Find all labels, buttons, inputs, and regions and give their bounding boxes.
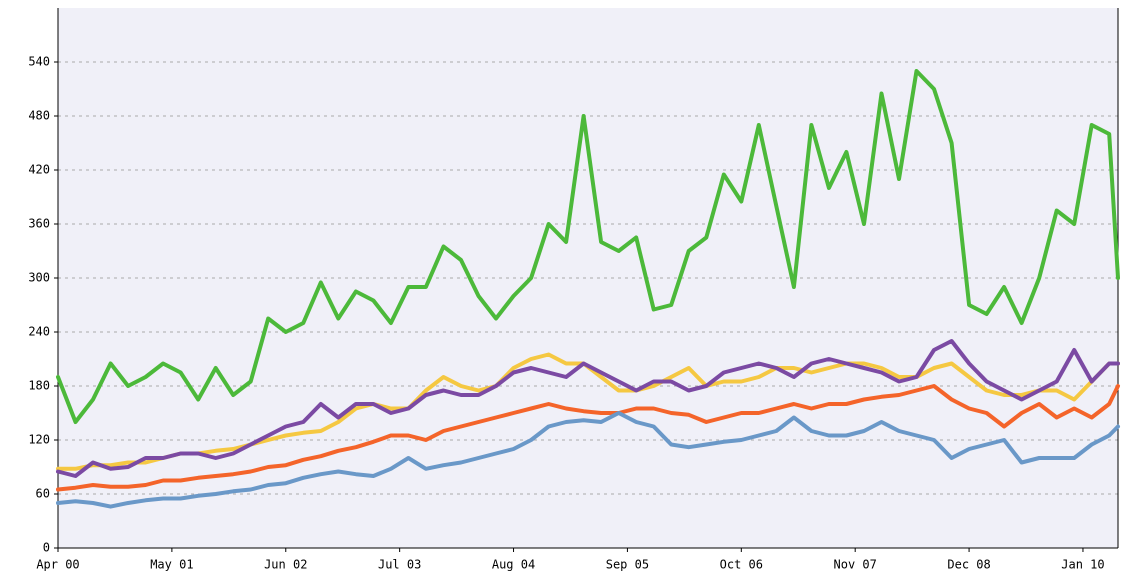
y-tick-label: 120 [28,433,50,447]
y-tick-label: 300 [28,271,50,285]
y-tick-label: 60 [36,487,50,501]
x-tick-label: Sep 05 [606,558,649,572]
y-tick-label: 480 [28,109,50,123]
x-tick-label: Aug 04 [492,558,535,572]
x-tick-label: Nov 07 [834,558,877,572]
plot-area [58,8,1118,548]
y-tick-label: 0 [43,541,50,555]
series-line [56,339,1120,478]
y-tick-label: 180 [28,379,50,393]
series-line [56,69,1120,424]
x-tick-label: Oct 06 [720,558,763,572]
y-tick-label: 240 [28,325,50,339]
y-tick-label: 540 [28,55,50,69]
y-tick-label: 360 [28,217,50,231]
x-tick-label: May 01 [150,558,193,572]
x-tick-label: Dec 08 [947,558,990,572]
x-tick-label: Jan 10 [1061,558,1104,572]
y-tick-label: 420 [28,163,50,177]
series-line [56,384,1120,492]
x-tick-label: Jun 02 [264,558,307,572]
series-line [56,352,1120,471]
series-line [56,411,1120,509]
x-tick-label: Jul 03 [378,558,421,572]
x-tick-label: Apr 00 [36,558,79,572]
